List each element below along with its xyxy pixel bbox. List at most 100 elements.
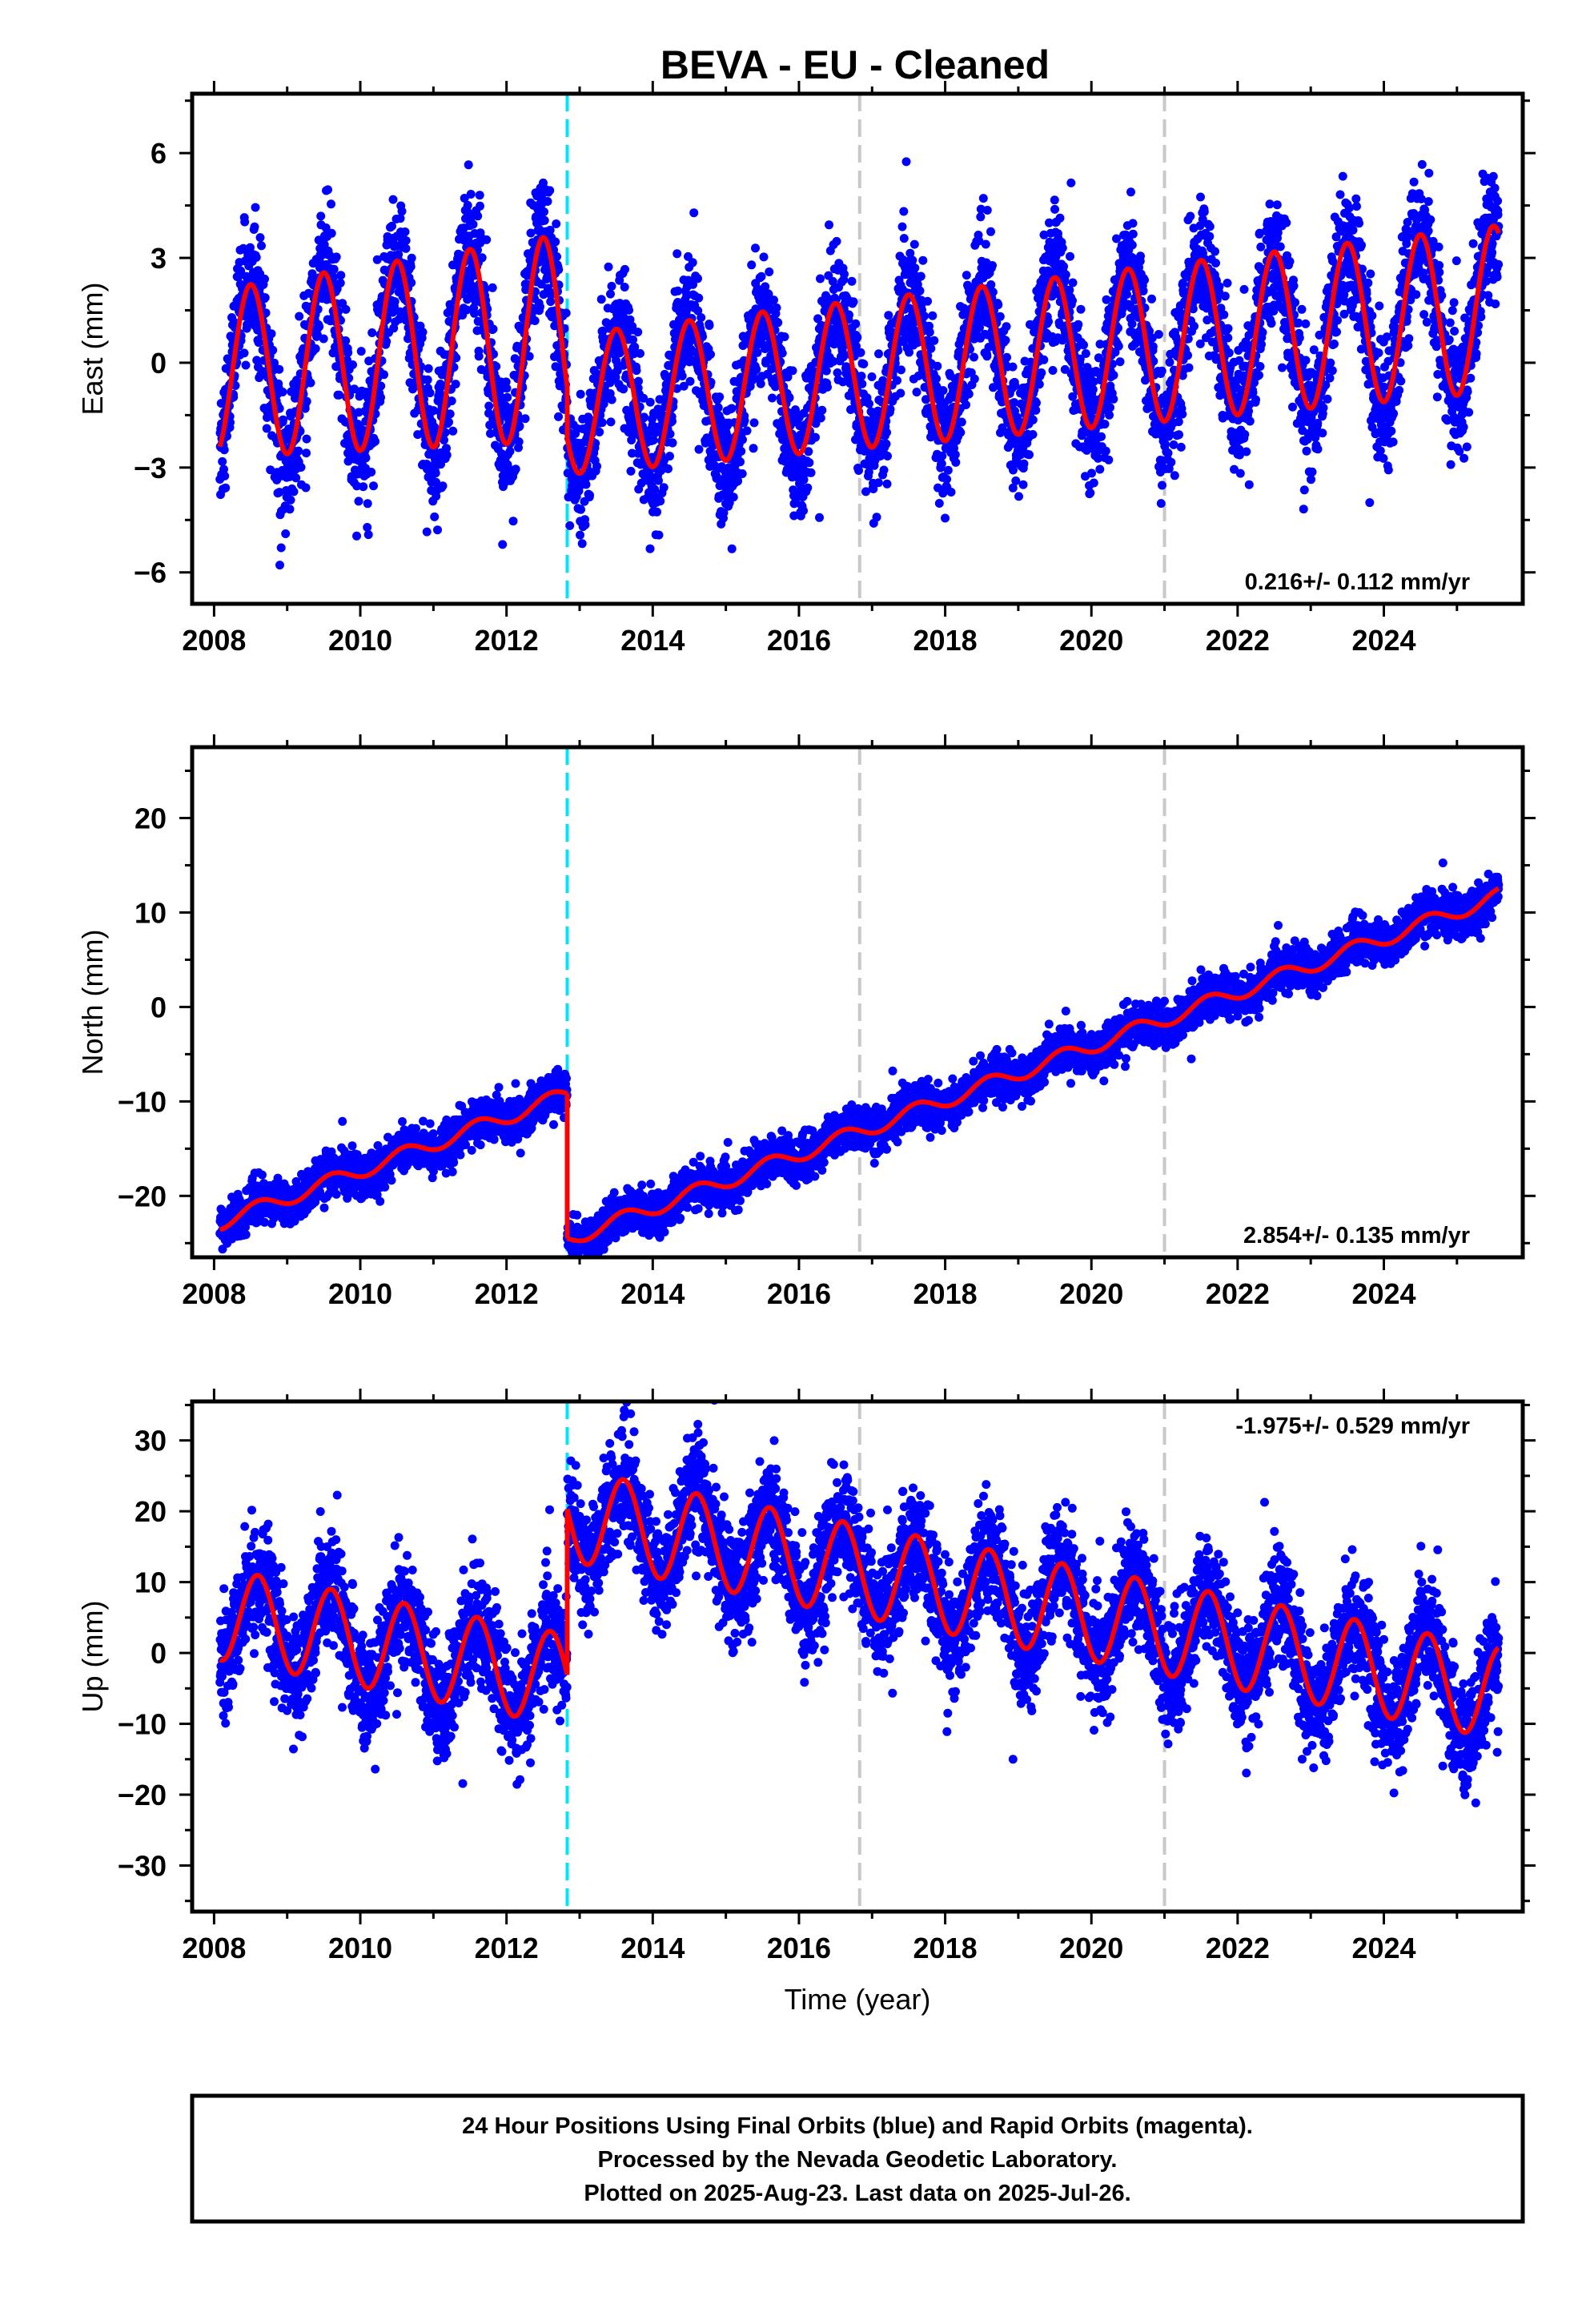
east-data-point [1163, 448, 1173, 458]
east-data-point [520, 414, 530, 424]
east-data-point [464, 160, 473, 170]
east-data-point [905, 348, 913, 357]
east-data-point [540, 215, 549, 225]
east-data-point [1034, 380, 1044, 389]
east-data-point [501, 377, 511, 387]
east-data-point [959, 304, 969, 313]
east-data-point [219, 464, 228, 474]
east-data-point [475, 191, 484, 200]
east-data-point [275, 488, 284, 497]
east-data-point [576, 389, 585, 399]
east-data-point [482, 235, 492, 244]
east-data-point [463, 200, 472, 210]
east-data-point [430, 512, 440, 521]
east-data-point [335, 390, 343, 400]
east-data-point [629, 349, 639, 359]
east-data-point [221, 483, 231, 493]
east-data-point [240, 217, 250, 227]
east-data-point [1104, 455, 1114, 464]
east-data-point [252, 356, 262, 365]
east-data-point [363, 499, 372, 509]
east-data-point [1205, 231, 1215, 241]
east-data-point [511, 464, 520, 474]
east-data-point [693, 274, 702, 283]
east-data-point [1215, 282, 1224, 292]
east-data-point [799, 506, 808, 516]
east-data-point [925, 328, 934, 337]
east-data-point [607, 395, 616, 404]
east-data-point [352, 531, 361, 541]
east-data-point [275, 364, 284, 374]
east-data-point [909, 239, 919, 249]
east-data-point [266, 465, 275, 475]
east-data-point [1094, 453, 1102, 463]
east-data-point [697, 313, 706, 322]
east-data-point [806, 468, 816, 477]
east-data-point [327, 199, 335, 209]
east-data-point [396, 214, 405, 223]
east-data-point [1037, 368, 1046, 377]
east-data-point [429, 406, 438, 416]
east-data-point [424, 364, 433, 373]
east-data-point [840, 269, 849, 279]
east-data-point [260, 274, 269, 283]
east-data-point [1095, 340, 1105, 349]
east-data-point [1251, 395, 1260, 404]
east-data-point [1166, 457, 1176, 467]
east-data-point [1009, 465, 1018, 475]
east-data-point [742, 426, 752, 436]
east-data-point [962, 400, 970, 409]
east-data-point [376, 392, 385, 402]
east-data-point [970, 374, 979, 384]
east-data-point [665, 429, 675, 439]
east-data-point [752, 364, 761, 374]
east-data-point [825, 220, 833, 230]
east-data-point [823, 382, 832, 392]
east-data-point [281, 529, 291, 538]
east-data-point [751, 243, 760, 253]
east-data-point [505, 447, 515, 456]
east-data-point [928, 311, 938, 320]
east-data-point [861, 487, 870, 497]
east-data-point [632, 366, 641, 376]
east-data-point [1211, 247, 1219, 256]
east-data-point [918, 255, 928, 265]
east-data-point [343, 348, 353, 357]
east-data-point [302, 396, 311, 406]
east-data-point [838, 352, 848, 362]
east-data-point [1176, 442, 1186, 452]
east-data-point [933, 361, 942, 371]
east-data-point [484, 401, 494, 411]
east-data-point [302, 448, 311, 458]
east-data-point [442, 444, 451, 453]
east-data-point [759, 328, 768, 337]
east-data-point [1128, 229, 1138, 239]
east-data-point [433, 525, 442, 535]
east-data-point [1019, 459, 1029, 468]
east-data-point [673, 249, 682, 259]
east-data-point [957, 417, 966, 427]
east-data-point [369, 481, 378, 491]
east-data-point [1157, 366, 1166, 376]
east-data-point [713, 403, 723, 412]
east-data-point [577, 539, 587, 549]
east-data-point [981, 239, 990, 249]
east-data-point [1127, 240, 1137, 250]
east-data-point [276, 543, 286, 553]
east-data-point [1031, 405, 1041, 415]
east-data-point [1018, 480, 1028, 489]
east-data-point [1086, 489, 1095, 497]
east-data-point [387, 221, 396, 231]
east-data-point [847, 276, 857, 286]
east-data-point [294, 446, 303, 456]
east-data-point [1050, 204, 1059, 214]
east-data-point [1223, 279, 1232, 287]
east-data-point [1156, 499, 1166, 509]
east-data-point [852, 341, 861, 351]
east-data-point [1136, 251, 1145, 261]
east-data-point [694, 293, 704, 303]
east-data-point [503, 392, 512, 402]
east-data-point [236, 266, 246, 275]
east-data-point [1190, 321, 1199, 331]
east-data-point [938, 451, 947, 460]
